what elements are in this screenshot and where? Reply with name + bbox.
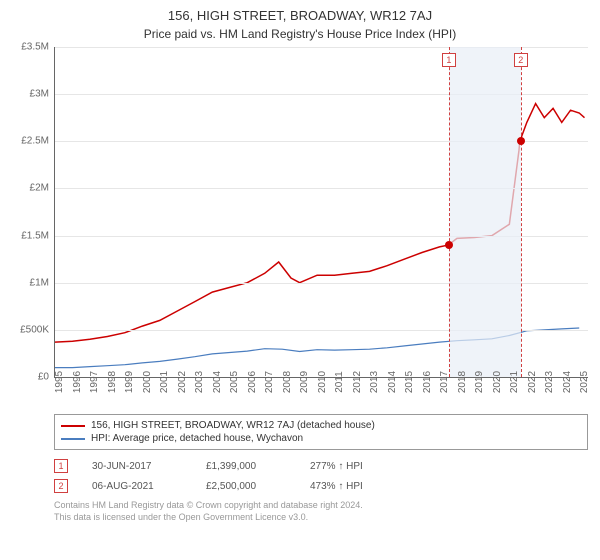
shaded-band — [449, 47, 521, 377]
x-tick-label: 2006 — [247, 371, 258, 393]
sale-hpi: 473% ↑ HPI — [310, 481, 400, 492]
x-tick-label: 2020 — [492, 371, 503, 393]
x-tick-label: 2019 — [474, 371, 485, 393]
y-tick-label: £0 — [5, 372, 49, 383]
sale-annotations: 1 30-JUN-2017 £1,399,000 277% ↑ HPI 2 06… — [54, 456, 588, 496]
x-tick-label: 2001 — [159, 371, 170, 393]
x-tick-label: 2007 — [264, 371, 275, 393]
x-tick-label: 2016 — [422, 371, 433, 393]
x-tick-label: 1998 — [107, 371, 118, 393]
x-tick-label: 2000 — [142, 371, 153, 393]
x-tick-label: 2025 — [579, 371, 590, 393]
y-tick-label: £1M — [5, 277, 49, 288]
sale-price: £1,399,000 — [206, 461, 286, 472]
sale-marker — [517, 137, 525, 145]
sale-hpi: 277% ↑ HPI — [310, 461, 400, 472]
legend-swatch-2 — [61, 438, 85, 440]
x-tick-label: 2024 — [562, 371, 573, 393]
sale-date: 06-AUG-2021 — [92, 481, 182, 492]
y-tick-label: £3M — [5, 89, 49, 100]
x-tick-label: 2002 — [177, 371, 188, 393]
footer: Contains HM Land Registry data © Crown c… — [54, 500, 588, 523]
x-tick-label: 1995 — [54, 371, 65, 393]
x-tick-label: 2011 — [334, 371, 345, 393]
footer-line-2: This data is licensed under the Open Gov… — [54, 512, 588, 524]
footer-line-1: Contains HM Land Registry data © Crown c… — [54, 500, 588, 512]
x-tick-label: 1999 — [124, 371, 135, 393]
x-tick-label: 2005 — [229, 371, 240, 393]
sale-row: 2 06-AUG-2021 £2,500,000 473% ↑ HPI — [54, 476, 588, 496]
chart-subtitle: Price paid vs. HM Land Registry's House … — [0, 23, 600, 47]
sale-index-box: 1 — [54, 459, 68, 473]
x-tick-label: 2023 — [544, 371, 555, 393]
y-tick-label: £2M — [5, 183, 49, 194]
x-tick-label: 2017 — [439, 371, 450, 393]
x-tick-label: 2018 — [457, 371, 468, 393]
x-tick-label: 2021 — [509, 371, 520, 393]
x-tick-label: 2004 — [212, 371, 223, 393]
x-tick-label: 2013 — [369, 371, 380, 393]
x-tick-label: 2003 — [194, 371, 205, 393]
x-tick-label: 2015 — [404, 371, 415, 393]
sale-row: 1 30-JUN-2017 £1,399,000 277% ↑ HPI — [54, 456, 588, 476]
reference-label-box: 2 — [514, 53, 528, 67]
y-tick-label: £1.5M — [5, 230, 49, 241]
sale-marker — [445, 241, 453, 249]
x-tick-label: 2008 — [282, 371, 293, 393]
sale-price: £2,500,000 — [206, 481, 286, 492]
x-tick-label: 1997 — [89, 371, 100, 393]
legend-item-2: HPI: Average price, detached house, Wych… — [61, 432, 581, 445]
legend-label-2: HPI: Average price, detached house, Wych… — [91, 433, 303, 444]
chart-plot-area: £0£500K£1M£1.5M£2M£2.5M£3M£3.5M12 — [54, 47, 588, 378]
x-tick-label: 2009 — [299, 371, 310, 393]
x-tick-label: 2022 — [527, 371, 538, 393]
x-tick-label: 2014 — [387, 371, 398, 393]
y-tick-label: £500K — [5, 324, 49, 335]
reference-label-box: 1 — [442, 53, 456, 67]
legend-swatch-1 — [61, 425, 85, 427]
x-axis-ticks: 1995199619971998199920002001200220032004… — [54, 378, 588, 414]
reference-line — [449, 47, 450, 377]
legend-item-1: 156, HIGH STREET, BROADWAY, WR12 7AJ (de… — [61, 419, 581, 432]
reference-line — [521, 47, 522, 377]
sale-index-box: 2 — [54, 479, 68, 493]
sale-date: 30-JUN-2017 — [92, 461, 182, 472]
y-tick-label: £3.5M — [5, 42, 49, 53]
x-tick-label: 2012 — [352, 371, 363, 393]
x-tick-label: 2010 — [317, 371, 328, 393]
chart-container: 156, HIGH STREET, BROADWAY, WR12 7AJ Pri… — [0, 0, 600, 560]
y-tick-label: £2.5M — [5, 136, 49, 147]
legend: 156, HIGH STREET, BROADWAY, WR12 7AJ (de… — [54, 414, 588, 450]
chart-title: 156, HIGH STREET, BROADWAY, WR12 7AJ — [0, 0, 600, 23]
x-tick-label: 1996 — [72, 371, 83, 393]
legend-label-1: 156, HIGH STREET, BROADWAY, WR12 7AJ (de… — [91, 420, 375, 431]
